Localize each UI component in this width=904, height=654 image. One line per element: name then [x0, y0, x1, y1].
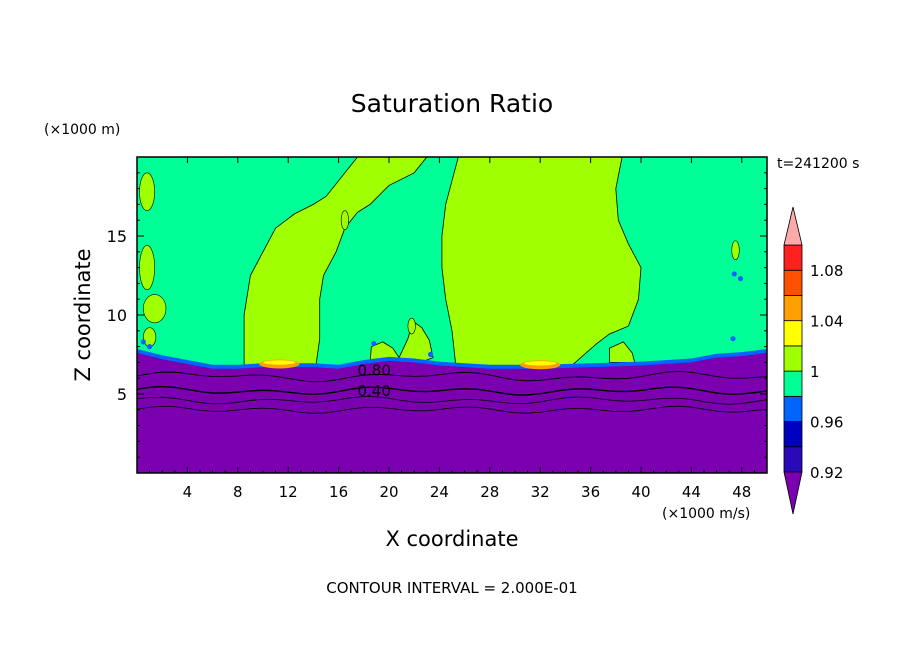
peak-yellow-1 [524, 361, 557, 366]
y-unit-label: (×1000 m) [44, 122, 120, 138]
contour-line-2 [137, 396, 767, 405]
colorbar-swatch [783, 370, 803, 397]
colorbar: 1.08 1.04 1 0.96 0.92 [783, 206, 843, 515]
colorbar-swatch [783, 295, 803, 322]
y-axis-label: Z coordinate [71, 248, 95, 381]
patch-5 [407, 317, 416, 335]
x-tick-label: 20 [379, 483, 398, 501]
x-tick-label: 36 [581, 483, 600, 501]
x-tick-label: 32 [531, 483, 550, 501]
x-tick-label: 40 [631, 483, 650, 501]
x-tick-label: 16 [329, 483, 348, 501]
x-tick-label: 48 [732, 483, 751, 501]
contour-line-0 [137, 370, 767, 383]
contour-line-1 [137, 385, 767, 396]
blue-dot-3 [147, 344, 153, 350]
patch-1 [139, 245, 155, 291]
blue-dot-4 [371, 340, 377, 347]
colorbar-label: 1.08 [810, 262, 843, 280]
x-unit-label: (×1000 m/s) [662, 506, 750, 522]
colorbar-swatch [783, 269, 803, 296]
dry-region [137, 352, 767, 473]
blue-dot-5 [427, 351, 434, 358]
contour-label-1: 0.40 [358, 382, 391, 400]
colorbar-swatch [783, 395, 803, 422]
colorbar-swatch [783, 244, 803, 271]
blue-dot-1 [737, 276, 744, 282]
x-tick-label: 8 [233, 483, 243, 501]
x-tick-label: 12 [279, 483, 298, 501]
blue-dot-2 [140, 339, 146, 345]
contour-line-3 [137, 405, 767, 414]
x-axis-label: X coordinate [385, 527, 518, 551]
x-tick-label: 28 [480, 483, 499, 501]
patch-0 [139, 172, 155, 212]
colorbar-label: 0.96 [810, 414, 843, 432]
colorbar-label: 1.04 [810, 313, 843, 331]
patch-4 [340, 210, 349, 230]
patch-2 [143, 294, 167, 324]
colorbar-label: 1 [810, 363, 820, 381]
x-tick-label: 4 [183, 483, 193, 501]
plume-left [243, 157, 428, 370]
x-tick-label: 44 [682, 483, 701, 501]
blue-dot-6 [730, 336, 736, 342]
plot-area: 0.80 0.40 [137, 157, 767, 473]
patch-3 [143, 327, 157, 347]
plume-right [441, 157, 642, 366]
time-label: t=241200 s [777, 156, 859, 172]
colorbar-swatch [783, 446, 803, 473]
colorbar-swatch [783, 320, 803, 347]
colorbar-swatch [783, 345, 803, 372]
x-tick-label: 24 [430, 483, 449, 501]
colorbar-bottom-arrow [783, 471, 803, 515]
chart-title: Saturation Ratio [351, 89, 553, 118]
patch-6 [731, 240, 740, 261]
colorbar-label: 0.92 [810, 464, 843, 482]
contour-label-0: 0.80 [358, 361, 391, 379]
colorbar-swatch [783, 421, 803, 448]
blue-dot-0 [731, 271, 737, 277]
y-tick-label: 5 [117, 385, 127, 404]
colorbar-top-arrow [783, 206, 803, 246]
y-tick-label: 10 [107, 306, 127, 325]
y-tick-label: 15 [107, 227, 127, 246]
contour-interval-footer: CONTOUR INTERVAL = 2.000E-01 [326, 579, 577, 597]
peak-yellow-0 [263, 360, 296, 365]
